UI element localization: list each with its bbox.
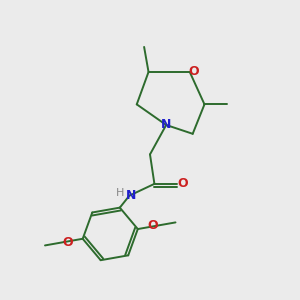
Text: N: N [161, 118, 171, 131]
Text: O: O [62, 236, 73, 249]
Text: O: O [178, 177, 188, 190]
Text: N: N [126, 189, 136, 202]
Text: O: O [188, 65, 199, 79]
Text: H: H [116, 188, 124, 198]
Text: O: O [148, 219, 158, 232]
